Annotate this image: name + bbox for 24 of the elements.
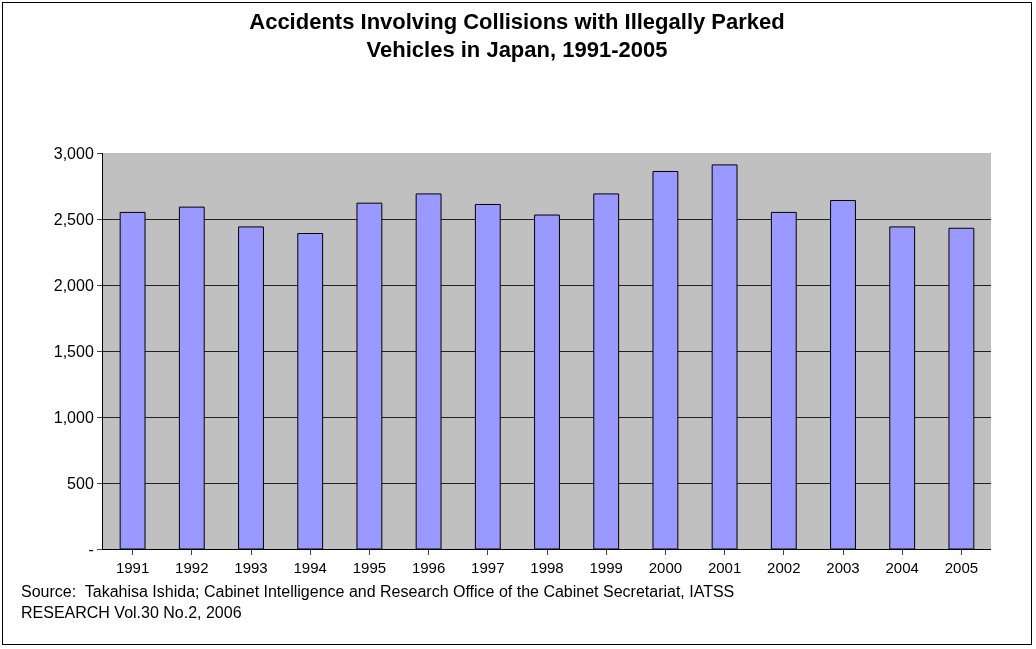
y-tick-label: 2,500 [53,210,94,228]
x-tick-label: 2000 [648,559,683,576]
x-tick-label: 2005 [944,559,979,576]
y-tick-label: 500 [67,474,94,492]
chart-title: Accidents Involving Collisions with Illegally Parked Vehicles in Japan, 1991-2005 [249,8,785,63]
y-tick-label: 1,500 [53,342,94,360]
x-tick-label: 1997 [471,559,505,576]
y-tick-label: 3,000 [53,144,94,162]
x-tick-label: 1991 [115,559,150,576]
y-tick-label: - [88,540,94,558]
x-tick-label: 1992 [175,559,209,576]
y-tick-label: 2,000 [53,276,94,294]
x-tick-label: 1994 [293,559,327,576]
x-tick-label: 2002 [767,559,801,576]
x-tick-label: 1993 [234,559,268,576]
x-tick-label: 2003 [826,559,860,576]
x-tick-label: 2004 [885,559,919,576]
source-note: Source: Takahisa Ishida; Cabinet Intelligence and Research Office of the Cabinet Secretariat, IATSS RESEARCH Vol.30 No.2, 2006 [21,583,735,621]
x-tick-label: 2001 [707,559,742,576]
y-tick-label: 1,000 [53,408,94,426]
x-tick-label: 1996 [411,559,446,576]
x-tick-label: 1999 [589,559,623,576]
x-tick-label: 1995 [352,559,387,576]
x-tick-label: 1998 [530,559,564,576]
